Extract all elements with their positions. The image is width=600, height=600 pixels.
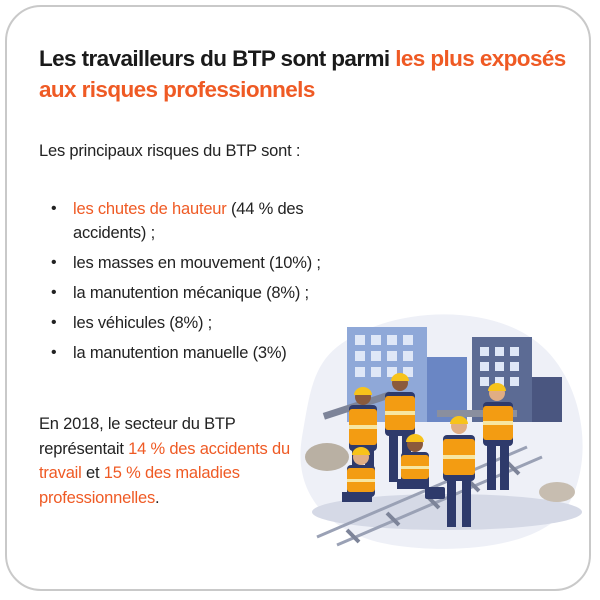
stats-part1: En 2018, le secteur du BTP représentait <box>39 415 236 458</box>
bullet-icon: • <box>51 344 57 361</box>
list-item: • les chutes de hauteur (44 % des acciden… <box>49 197 349 245</box>
intro-text: Les principaux risques du BTP sont : <box>39 142 301 160</box>
bullet-icon: • <box>51 254 57 271</box>
stats-highlight-accidents: 14 % des accidents du travail <box>39 439 290 483</box>
worker-icon <box>443 416 475 527</box>
bullet-icon: • <box>51 284 57 301</box>
list-item: • les véhicules (8%) ; <box>49 311 349 335</box>
stats-part3: . <box>155 488 160 507</box>
risk-text: (44 % des accidents) ; <box>73 200 304 242</box>
worker-icon <box>385 373 415 482</box>
worker-icon <box>342 447 375 502</box>
title-highlight: les plus exposés aux risques professionn… <box>39 46 566 102</box>
page-title: Les travailleurs du BTP sont parmi les p… <box>39 43 569 105</box>
risk-list: • les chutes de hauteur (44 % des acciden… <box>49 197 349 371</box>
risk-text: les masses en mouvement (10%) ; <box>73 254 321 272</box>
list-item: • les masses en mouvement (10%) ; <box>49 251 349 275</box>
bullet-icon: • <box>51 200 57 217</box>
risk-text: la manutention mécanique (8%) ; <box>73 284 309 302</box>
risk-text: les véhicules (8%) ; <box>73 314 213 332</box>
worker-icon <box>397 434 445 499</box>
bullet-icon: • <box>51 314 57 331</box>
risk-text: la manutention manuelle (3%) <box>73 344 287 362</box>
stats-part2: et <box>81 464 104 482</box>
construction-workers-illustration <box>300 314 583 549</box>
info-card: Les travailleurs du BTP sont parmi les p… <box>5 5 591 591</box>
stats-text: En 2018, le secteur du BTP représentait … <box>39 412 309 510</box>
risk-highlight: les chutes de hauteur <box>73 200 227 218</box>
title-part1: Les travailleurs du BTP sont parmi <box>39 46 396 71</box>
stats-highlight-diseases: 15 % des maladies professionnelles <box>39 464 240 507</box>
list-item: • la manutention mécanique (8%) ; <box>49 281 349 305</box>
list-item: • la manutention manuelle (3%) <box>49 341 349 365</box>
worker-icon <box>483 383 513 490</box>
